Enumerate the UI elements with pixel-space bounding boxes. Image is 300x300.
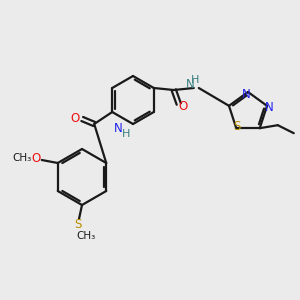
Text: CH₃: CH₃	[76, 231, 96, 241]
Text: S: S	[74, 218, 82, 232]
Text: O: O	[31, 152, 40, 166]
Text: O: O	[178, 100, 188, 113]
Text: O: O	[70, 112, 80, 124]
Text: N: N	[265, 101, 273, 114]
Text: CH₃: CH₃	[12, 153, 32, 163]
Text: N: N	[185, 77, 194, 91]
Text: N: N	[114, 122, 123, 136]
Text: N: N	[242, 88, 250, 100]
Text: H: H	[190, 75, 199, 85]
Text: H: H	[122, 129, 130, 139]
Text: S: S	[234, 120, 241, 133]
